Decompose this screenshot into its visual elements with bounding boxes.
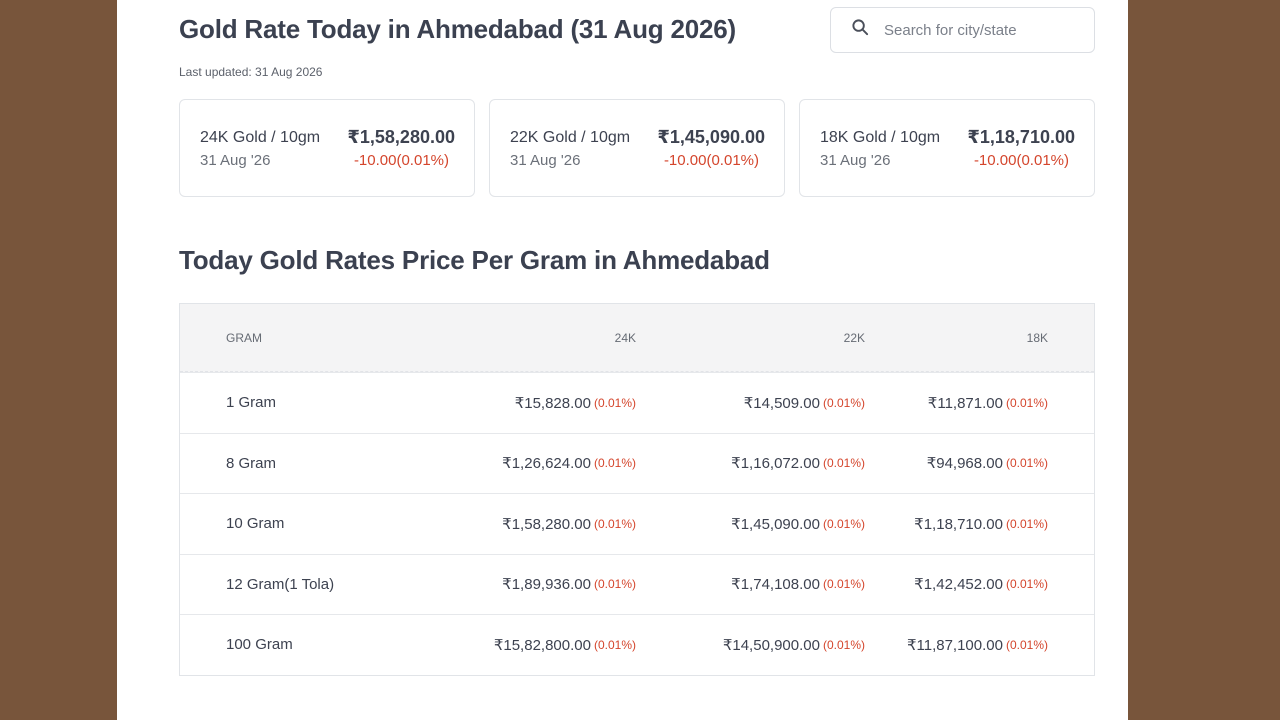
gram-cell: 1 Gram	[226, 394, 277, 412]
card-label: 18K Gold / 10gm	[820, 129, 941, 146]
price-value: ₹14,50,900.00	[722, 636, 820, 654]
price-22k-cell: ₹14,509.00 (0.01%)	[744, 373, 865, 433]
price-value: ₹14,509.00	[743, 394, 820, 412]
change-percent: (0.01%)	[822, 577, 865, 592]
change-percent: (0.01%)	[593, 395, 636, 410]
card-label: 22K Gold / 10gm	[510, 129, 631, 146]
price-18k-cell: ₹11,871.00 (0.01%)	[928, 373, 1048, 433]
table-row: 10 Gram ₹1,58,280.00 (0.01%) ₹1,45,090.00…	[180, 493, 1094, 554]
change-percent: (0.01%)	[822, 395, 865, 410]
change-percent: (0.01%)	[822, 637, 865, 652]
price-value: ₹15,828.00	[514, 394, 591, 412]
price-value: ₹1,58,280.00	[502, 515, 591, 533]
price-value: ₹1,16,072.00	[731, 455, 820, 473]
price-24k-cell: ₹1,58,280.00 (0.01%)	[502, 494, 636, 554]
search-icon	[851, 18, 870, 42]
price-value: ₹94,968.00	[926, 455, 1003, 473]
search-input[interactable]	[884, 21, 1084, 39]
price-value: ₹1,45,090.00	[731, 515, 820, 533]
price-24k-cell: ₹1,89,936.00 (0.01%)	[502, 555, 636, 615]
card-date: 31 Aug '26	[510, 152, 581, 169]
page-title: Gold Rate Today in Ahmedabad (31 Aug 202…	[179, 14, 736, 44]
card-change: -10.00(0.01%)	[973, 152, 1069, 169]
card-date: 31 Aug '26	[200, 152, 271, 169]
change-percent: (0.01%)	[822, 516, 865, 531]
price-value: ₹1,26,624.00	[502, 455, 591, 473]
price-18k-cell: ₹1,42,452.00 (0.01%)	[914, 555, 1048, 615]
change-percent: (0.01%)	[1005, 516, 1048, 531]
content-panel: Gold Rate Today in Ahmedabad (31 Aug 202…	[117, 0, 1128, 720]
change-percent: (0.01%)	[1005, 637, 1048, 652]
table-header-row: GRAM 24K 22K 18K	[180, 304, 1094, 372]
rate-card-18k[interactable]: 18K Gold / 10gm 31 Aug '26 ₹1,18,710.00 …	[799, 99, 1095, 197]
gram-cell: 12 Gram(1 Tola)	[226, 575, 335, 593]
rate-cards: 24K Gold / 10gm 31 Aug '26 ₹1,58,280.00 …	[179, 99, 1095, 197]
price-24k-cell: ₹1,26,624.00 (0.01%)	[502, 434, 636, 494]
card-price: ₹1,18,710.00	[967, 127, 1075, 147]
table-row: 12 Gram(1 Tola) ₹1,89,936.00 (0.01%) ₹1,7…	[180, 553, 1094, 615]
card-price: ₹1,45,090.00	[657, 127, 765, 147]
card-change: -10.00(0.01%)	[663, 152, 759, 169]
change-percent: (0.01%)	[1005, 395, 1048, 410]
price-18k-cell: ₹11,87,100.00 (0.01%)	[907, 615, 1048, 675]
city-search-box[interactable]	[830, 7, 1095, 53]
price-24k-cell: ₹15,82,800.00 (0.01%)	[494, 615, 636, 675]
rate-card-24k[interactable]: 24K Gold / 10gm 31 Aug '26 ₹1,58,280.00 …	[179, 99, 475, 197]
change-percent: (0.01%)	[593, 516, 636, 531]
change-percent: (0.01%)	[593, 456, 636, 471]
section-title: Today Gold Rates Price Per Gram in Ahmed…	[179, 245, 770, 275]
price-value: ₹11,87,100.00	[906, 636, 1003, 654]
price-value: ₹1,42,452.00	[914, 576, 1003, 594]
table-row: 100 Gram ₹15,82,800.00 (0.01%) ₹14,50,900…	[180, 614, 1094, 675]
header-22k: 22K	[843, 330, 865, 345]
card-price: ₹1,58,280.00	[347, 127, 455, 147]
gram-cell: 8 Gram	[226, 454, 277, 472]
price-22k-cell: ₹1,45,090.00 (0.01%)	[731, 494, 865, 554]
price-value: ₹1,74,108.00	[731, 576, 820, 594]
price-24k-cell: ₹15,828.00 (0.01%)	[515, 373, 636, 433]
card-date: 31 Aug '26	[820, 152, 891, 169]
change-percent: (0.01%)	[593, 577, 636, 592]
price-22k-cell: ₹1,16,072.00 (0.01%)	[731, 434, 865, 494]
change-percent: (0.01%)	[822, 456, 865, 471]
gram-cell: 10 Gram	[226, 515, 285, 533]
gram-cell: 100 Gram	[226, 636, 293, 654]
table-row: 1 Gram ₹15,828.00 (0.01%) ₹14,509.00 (0.01…	[180, 372, 1094, 433]
price-value: ₹15,82,800.00	[493, 636, 591, 654]
header-18k: 18K	[1026, 330, 1048, 345]
last-updated-text: Last updated: 31 Aug 2026	[179, 65, 323, 79]
price-22k-cell: ₹1,74,108.00 (0.01%)	[731, 555, 865, 615]
price-value: ₹11,871.00	[927, 394, 1003, 412]
change-percent: (0.01%)	[1005, 577, 1048, 592]
card-label: 24K Gold / 10gm	[200, 129, 321, 146]
change-percent: (0.01%)	[593, 637, 636, 652]
header-gram: GRAM	[226, 330, 262, 345]
table-row: 8 Gram ₹1,26,624.00 (0.01%) ₹1,16,072.00(…	[180, 432, 1094, 494]
change-percent: (0.01%)	[1005, 456, 1048, 471]
card-change: -10.00(0.01%)	[353, 152, 449, 169]
price-value: ₹1,18,710.00	[914, 515, 1003, 533]
price-22k-cell: ₹14,50,900.00 (0.01%)	[723, 615, 865, 675]
price-value: ₹1,89,936.00	[502, 576, 591, 594]
price-18k-cell: ₹94,968.00 (0.01%)	[927, 434, 1048, 494]
gold-rate-table: GRAM 24K 22K 18K 1 Gram ₹15,828.00 (0.01%…	[179, 303, 1095, 676]
header-24k: 24K	[614, 330, 636, 345]
rate-card-22k[interactable]: 22K Gold / 10gm 31 Aug '26 ₹1,45,090.00 …	[489, 99, 785, 197]
price-18k-cell: ₹1,18,710.00 (0.01%)	[914, 494, 1048, 554]
